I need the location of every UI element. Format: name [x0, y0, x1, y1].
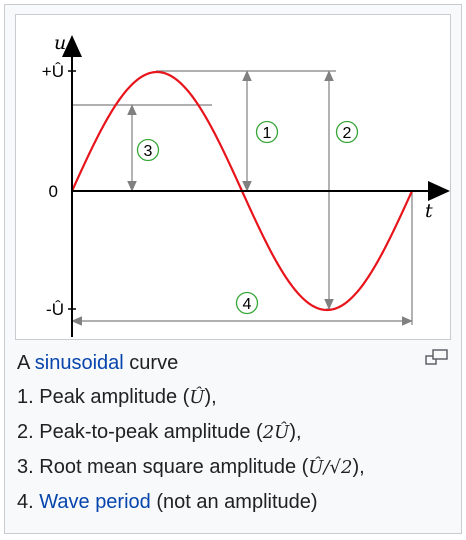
item-math: 2Û	[262, 422, 290, 443]
item-text: Peak amplitude (	[39, 386, 190, 408]
sinusoid-diagram: u t +Û 0 -Û 1 2 3 4	[42, 32, 450, 337]
marker-3-label: 3	[144, 143, 153, 160]
thumbnail-box: u t +Û 0 -Û 1 2 3 4 A sinusoidal curve 1…	[4, 4, 462, 534]
item-after: ),	[289, 421, 302, 443]
tick-label-peak: +Û	[42, 62, 64, 81]
item-number: 1.	[17, 386, 34, 408]
item-after: (not an amplitude)	[150, 491, 318, 513]
tick-label-zero: 0	[49, 182, 58, 201]
item-text: Peak-to-peak amplitude (	[39, 421, 263, 443]
marker-2-ring	[335, 120, 359, 144]
item-number: 2.	[17, 421, 34, 443]
item-after: ),	[352, 456, 365, 478]
item-math: Û	[189, 387, 205, 408]
wave-period-link[interactable]: Wave period	[39, 491, 151, 513]
marker-1-ring	[255, 120, 279, 144]
figure-caption: A sinusoidal curve 1. Peak amplitude (Û)…	[17, 346, 447, 519]
marker-1-label: 1	[263, 125, 272, 142]
caption-item-4: 4. Wave period (not an amplitude)	[17, 485, 447, 519]
caption-title-prefix: A	[17, 352, 35, 374]
item-number: 4.	[17, 491, 34, 513]
marker-3-ring	[136, 138, 160, 162]
marker-4-ring	[235, 291, 259, 315]
caption-item-1: 1. Peak amplitude (Û),	[17, 380, 447, 415]
enlarge-icon[interactable]	[425, 349, 449, 365]
item-math: Û/√2	[308, 457, 353, 478]
item-text: Root mean square amplitude (	[39, 456, 309, 478]
marker-4-label: 4	[243, 296, 252, 313]
y-axis-label: u	[54, 32, 66, 54]
caption-item-2: 2. Peak-to-peak amplitude (2Û),	[17, 415, 447, 450]
marker-2-label: 2	[343, 125, 352, 142]
item-after: ),	[204, 386, 217, 408]
caption-title-suffix: curve	[123, 352, 179, 374]
item-number: 3.	[17, 456, 34, 478]
figure-frame[interactable]: u t +Û 0 -Û 1 2 3 4	[15, 14, 451, 340]
caption-title: A sinusoidal curve	[17, 346, 447, 380]
x-axis-label: t	[425, 200, 433, 222]
tick-label-trough: -Û	[46, 300, 64, 319]
caption-item-3: 3. Root mean square amplitude (Û/√2),	[17, 450, 447, 485]
sinusoidal-link[interactable]: sinusoidal	[34, 352, 124, 374]
